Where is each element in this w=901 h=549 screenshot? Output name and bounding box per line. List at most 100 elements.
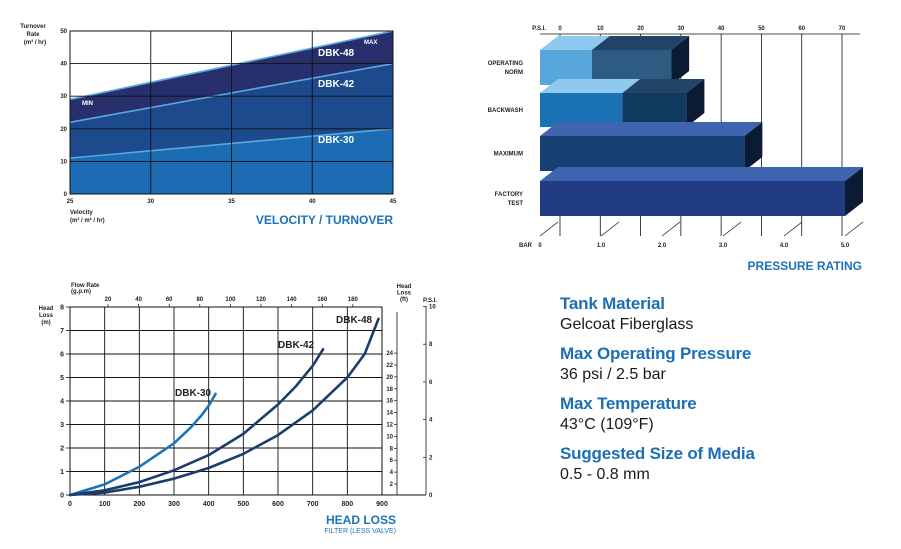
bar-tick-label: 2.0 xyxy=(658,243,667,249)
grid-bar-diag xyxy=(783,221,803,237)
ft-tick-label: 20 xyxy=(386,375,393,381)
bar-top-a xyxy=(540,79,641,93)
left-axis-label: (m) xyxy=(41,320,50,326)
grid-bar-diag xyxy=(600,221,620,237)
psi-tick-label: 40 xyxy=(718,26,725,32)
grid-bar-diag xyxy=(844,221,864,237)
spec-media-size: Suggested Size of Media 0.5 - 0.8 mm xyxy=(560,444,890,485)
psi-tick-label: 8 xyxy=(429,342,433,348)
bar-side xyxy=(744,122,763,171)
left-axis-label: Loss xyxy=(39,313,54,319)
ft-tick-label: 16 xyxy=(386,399,393,405)
ft-tick-label: 14 xyxy=(386,411,393,417)
x-tick-label: 900 xyxy=(376,501,388,508)
spec-value: 0.5 - 0.8 mm xyxy=(560,466,650,483)
chart-title: PRESSURE RATING xyxy=(748,259,862,273)
y-axis-label: Turnover xyxy=(20,24,46,30)
series-label-dbk-48: DBK-48 xyxy=(336,315,373,326)
plot-frame xyxy=(69,30,394,195)
ft-axis-label: (ft) xyxy=(400,297,408,303)
series-label-dbk-42: DBK-42 xyxy=(278,340,315,351)
ft-axis-label: Loss xyxy=(397,291,412,297)
chart-subtitle: FILTER (LESS VALVE) xyxy=(324,528,396,535)
psi-tick-label: 70 xyxy=(839,26,846,32)
grid-bar-diag xyxy=(539,221,559,237)
bar-tick-label: 5.0 xyxy=(841,243,850,249)
ft-axis-label: Head xyxy=(397,284,412,290)
spec-heading: Tank Material xyxy=(560,294,665,313)
x-tick-label: 30 xyxy=(147,199,154,205)
left-axis-label: Head xyxy=(39,306,54,312)
y-tick-label: 0 xyxy=(60,493,64,500)
gpm-tick-label: 140 xyxy=(287,297,298,303)
x-tick-label: 300 xyxy=(168,501,180,508)
ft-tick-label: 10 xyxy=(386,434,393,440)
psi-axis-label: P.S.I. xyxy=(423,298,437,304)
specifications-panel: Tank Material Gelcoat Fiberglass Max Ope… xyxy=(560,294,890,494)
y-tick-label: 40 xyxy=(60,62,67,68)
x-axis-unit: (m³ / m² / hr) xyxy=(70,217,105,224)
flow-rate-label: Flow Rate xyxy=(71,283,100,289)
x-axis-label: Velocity xyxy=(70,210,93,216)
y-tick-label: 8 xyxy=(60,305,64,312)
series-label-dbk-42: DBK-42 xyxy=(318,79,355,90)
bar-face xyxy=(540,136,745,171)
bar-face xyxy=(540,181,845,216)
x-tick-label: 800 xyxy=(341,501,353,508)
psi-tick-label: 20 xyxy=(637,26,644,32)
y-tick-label: 4 xyxy=(60,399,64,406)
gpm-tick-label: 180 xyxy=(348,297,359,303)
category-label: FACTORY xyxy=(495,192,523,198)
y-tick-label: 7 xyxy=(60,328,64,335)
bar-top xyxy=(540,167,863,181)
spec-tank-material: Tank Material Gelcoat Fiberglass xyxy=(560,294,890,335)
series-label-dbk-48: DBK-48 xyxy=(318,48,355,59)
bar-tick-label: 0 xyxy=(538,243,542,249)
psi-tick-label: 50 xyxy=(758,26,765,32)
grid-bar-diag xyxy=(661,221,681,237)
bar-top-a xyxy=(540,36,610,50)
gpm-tick-label: 80 xyxy=(196,297,203,303)
psi-tick-label: 10 xyxy=(429,305,436,311)
max-label: MAX xyxy=(364,40,377,46)
y-tick-label: 20 xyxy=(60,127,67,133)
psi-tick-label: 0 xyxy=(558,26,562,32)
bar-side xyxy=(686,79,705,127)
ft-tick-label: 8 xyxy=(390,446,394,452)
bar-factory-test xyxy=(540,167,863,216)
y-tick-label: 6 xyxy=(60,352,64,359)
spec-heading: Max Operating Pressure xyxy=(560,344,752,363)
curve-dbk-48 xyxy=(68,317,380,497)
spec-max-operating-pressure: Max Operating Pressure 36 psi / 2.5 bar xyxy=(560,344,890,385)
ft-tick-label: 12 xyxy=(386,423,393,429)
y-tick-label: 3 xyxy=(60,422,64,429)
psi-tick-label: 10 xyxy=(597,26,604,32)
y-tick-label: 10 xyxy=(60,159,67,165)
x-tick-label: 35 xyxy=(228,199,235,205)
category-label: MAXIMUM xyxy=(494,152,523,158)
psi-axis-label: P.S.I. xyxy=(532,26,546,32)
ft-tick-label: 2 xyxy=(390,482,394,488)
gpm-tick-label: 100 xyxy=(225,297,236,303)
x-tick-label: 45 xyxy=(390,199,397,205)
bar-top-b xyxy=(591,36,690,50)
x-tick-label: 0 xyxy=(68,501,72,508)
y-tick-label: 1 xyxy=(60,469,64,476)
ft-tick-label: 22 xyxy=(386,363,393,369)
spec-heading: Max Temperature xyxy=(560,394,697,413)
curve-dbk-30 xyxy=(68,392,217,497)
grid-bar-diag xyxy=(722,221,742,237)
bar-maximum xyxy=(540,122,763,171)
category-label: TEST xyxy=(508,201,524,207)
psi-tick-label: 6 xyxy=(429,380,433,386)
y-axis-unit: (m³ / hr) xyxy=(24,39,46,46)
chart-title: HEAD LOSS xyxy=(326,513,396,527)
ft-tick-label: 6 xyxy=(390,458,394,464)
plot-frame xyxy=(69,306,383,496)
flow-rate-unit: (g.p.m) xyxy=(71,289,91,295)
gpm-tick-label: 120 xyxy=(256,297,267,303)
bar-axis-label: BAR xyxy=(519,243,533,249)
series-label-dbk-30: DBK-30 xyxy=(175,388,212,399)
min-label: MIN xyxy=(82,101,93,107)
